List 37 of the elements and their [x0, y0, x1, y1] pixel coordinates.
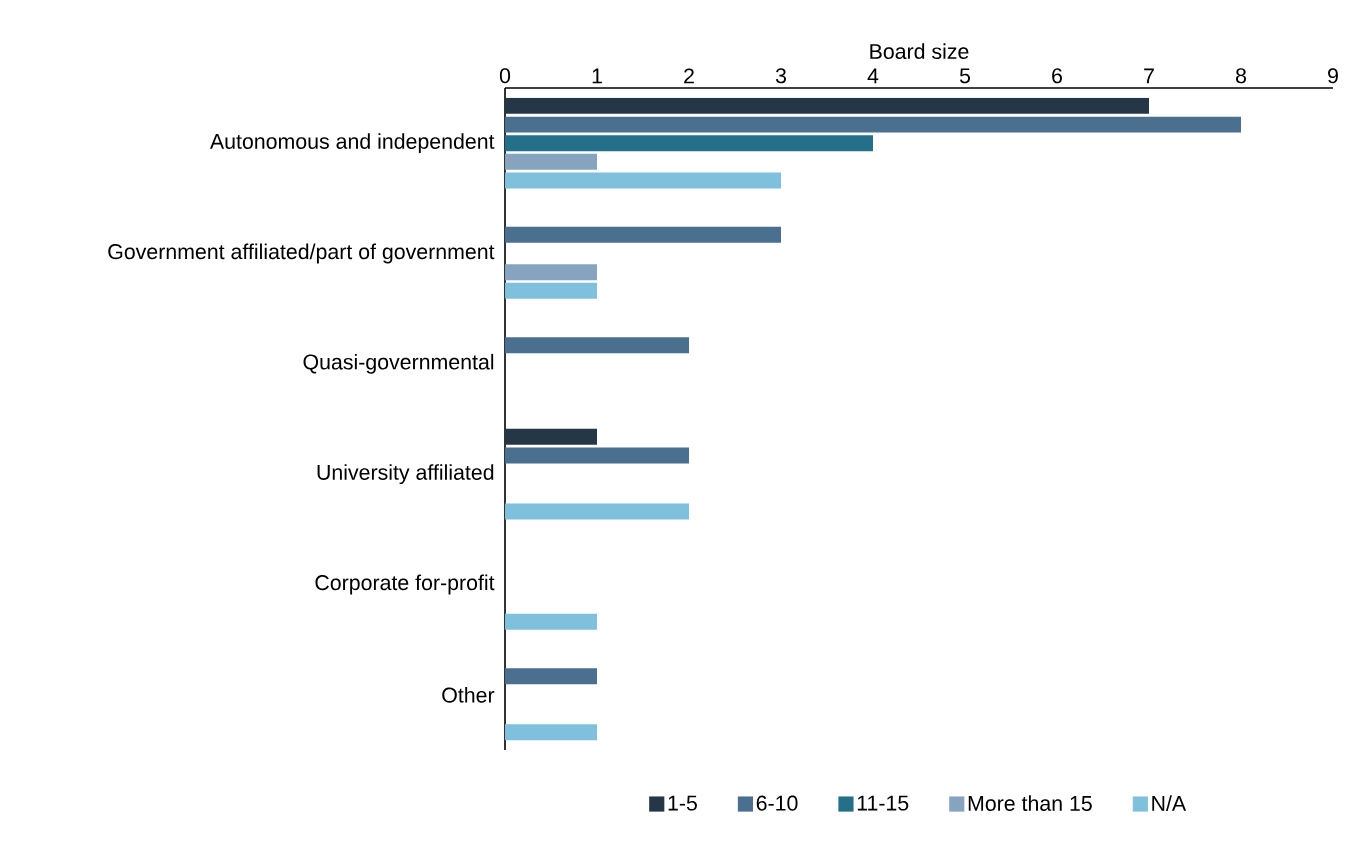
x-tick-label: 8 [1235, 68, 1246, 84]
legend-label: 11-15 [857, 795, 909, 811]
legend-label: N/A [1152, 795, 1187, 811]
x-tick-label: 0 [499, 68, 511, 84]
x-tick-label: 3 [775, 68, 786, 84]
bar [505, 135, 873, 152]
bar [505, 613, 598, 630]
x-tick-label: 4 [867, 68, 879, 84]
y-tick-label: Quasi-governmental [303, 353, 494, 374]
legend-label: 1-5 [668, 795, 697, 811]
x-axis-title: Board size [870, 43, 969, 60]
y-tick-label: Autonomous and independent [209, 133, 495, 154]
bar [505, 337, 689, 354]
bar [505, 428, 598, 445]
legend-label: More than 15 [968, 795, 1092, 811]
y-tick-label: Government affiliated/part of government [108, 243, 495, 264]
x-tick-label: 9 [1328, 68, 1338, 84]
bar [505, 153, 598, 170]
bar [505, 668, 598, 685]
bar [505, 97, 1149, 114]
bar [505, 724, 598, 741]
bar [505, 116, 1241, 133]
legend-label: 6-10 [756, 795, 798, 811]
bar [505, 282, 598, 299]
x-tick-label: 5 [959, 68, 971, 84]
y-tick-label: Corporate for-profit [315, 574, 495, 595]
x-tick-label: 2 [684, 68, 694, 84]
bar [505, 172, 781, 189]
bar [505, 503, 689, 520]
y-tick-label: University affiliated [317, 464, 494, 485]
bar [505, 264, 598, 281]
x-tick-label: 6 [1052, 68, 1062, 84]
x-tick-label: 7 [1144, 68, 1154, 84]
bar [505, 226, 781, 243]
bar [505, 447, 689, 464]
y-tick-label: Other [442, 687, 495, 703]
x-tick-label: 1 [592, 68, 602, 84]
